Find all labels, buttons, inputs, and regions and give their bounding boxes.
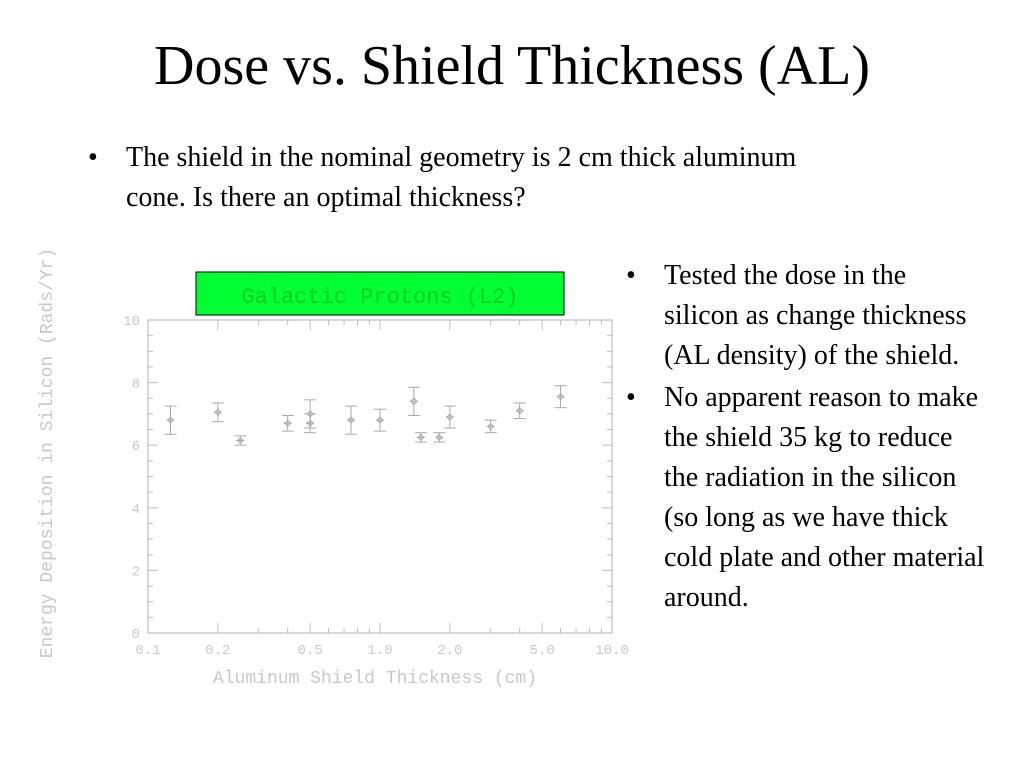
findings-list: • Tested the dose in the silicon as chang… <box>626 256 986 618</box>
chart-title-box <box>195 271 565 316</box>
x-tick-label: 1.0 <box>367 643 392 659</box>
data-point <box>484 419 497 434</box>
finding-text: Tested the dose in the silicon as change… <box>664 260 967 371</box>
data-point <box>554 385 567 409</box>
finding-bullet: • Tested the dose in the silicon as chang… <box>626 256 986 376</box>
data-point <box>407 386 420 416</box>
intro-bullet: • The shield in the nominal geometry is 2… <box>88 138 846 218</box>
point-diamond <box>214 408 222 417</box>
plot-frame <box>147 319 613 634</box>
y-tick-label: 4 <box>132 502 140 518</box>
finding-text: No apparent reason to make the shield 35… <box>664 382 985 613</box>
data-point <box>345 405 358 435</box>
point-diamond <box>556 392 565 401</box>
axis-ticks <box>147 319 613 634</box>
data-point <box>234 435 247 446</box>
data-point <box>164 405 177 435</box>
y-tick-label: 2 <box>132 564 140 580</box>
x-tick-label: 0.2 <box>205 643 230 659</box>
x-tick-label: 2.0 <box>437 643 462 659</box>
point-diamond <box>347 416 355 424</box>
x-tick-label: 10.0 <box>595 643 629 659</box>
data-point <box>414 432 427 443</box>
data-point <box>281 414 294 432</box>
y-tick-label: 6 <box>132 439 140 455</box>
data-points <box>164 385 567 446</box>
point-diamond <box>486 422 495 431</box>
y-axis-label: Energy Deposition in Silicon (Rads/Yr) <box>38 248 58 658</box>
y-tick-labels: 0 2 4 6 8 10 <box>123 314 140 643</box>
point-diamond <box>446 413 454 421</box>
dose-chart: Galactic Protons (L2) 0.1 0.2 0.5 1.0 2.0 5.0… <box>38 248 629 689</box>
bullet-marker: • <box>88 142 98 173</box>
finding-bullet: • No apparent reason to make the shield 3… <box>626 378 986 618</box>
bullet-marker: • <box>626 260 636 291</box>
point-diamond <box>306 419 314 427</box>
y-tick-label: 10 <box>123 314 140 330</box>
x-tick-label: 0.1 <box>135 643 160 659</box>
x-tick-label: 0.5 <box>298 643 323 659</box>
data-point <box>211 402 224 423</box>
data-point <box>433 432 446 443</box>
point-diamond <box>417 433 425 442</box>
intro-bullet-text: The shield in the nominal geometry is 2 … <box>126 142 797 213</box>
data-point <box>374 408 386 432</box>
point-diamond <box>166 416 175 424</box>
point-diamond <box>236 436 245 445</box>
data-point <box>513 402 526 420</box>
data-point <box>443 405 456 429</box>
x-axis-label: Aluminum Shield Thickness (cm) <box>213 669 537 689</box>
data-point <box>304 413 317 434</box>
point-diamond <box>376 416 384 424</box>
y-tick-label: 0 <box>132 627 140 643</box>
x-tick-label: 5.0 <box>530 643 555 659</box>
x-tick-labels: 0.1 0.2 0.5 1.0 2.0 5.0 10.0 <box>135 643 628 659</box>
slide-title: Dose vs. Shield Thickness (AL) <box>154 35 870 97</box>
point-diamond <box>283 419 292 427</box>
point-diamond <box>410 397 418 406</box>
point-diamond <box>435 433 443 442</box>
bullet-marker: • <box>626 382 636 413</box>
point-diamond <box>515 407 524 415</box>
y-tick-label: 8 <box>132 377 140 393</box>
chart-title: Galactic Protons (L2) <box>241 285 518 310</box>
